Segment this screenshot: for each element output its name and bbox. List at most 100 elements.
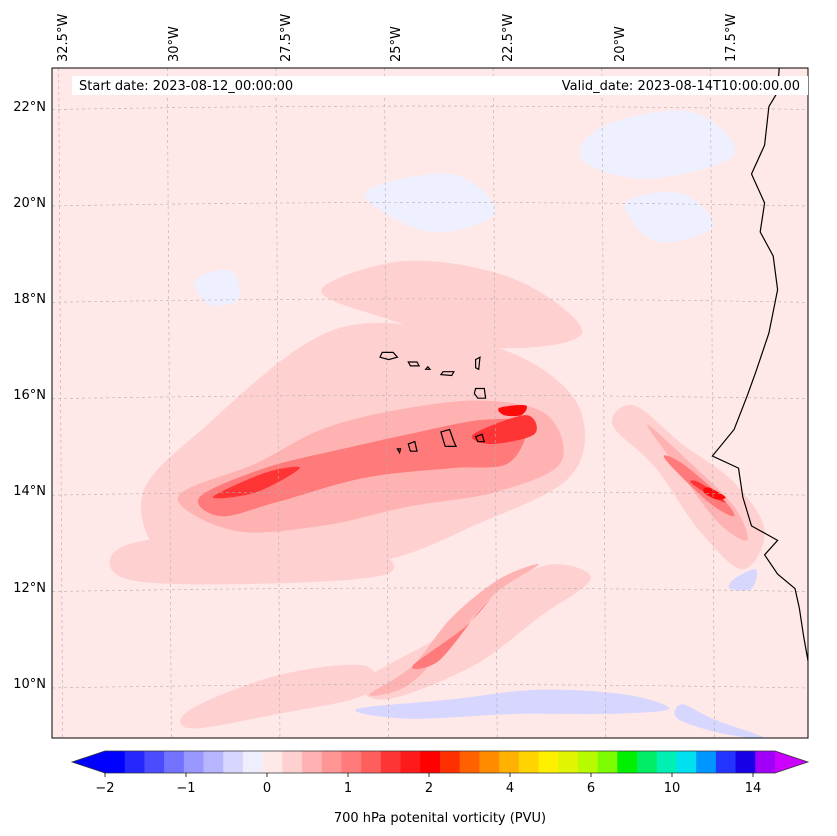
colorbar-segment-13 (361, 751, 382, 773)
colorbar-over-arrow (775, 751, 808, 773)
coastlines (379, 68, 808, 662)
info-box (72, 76, 808, 95)
colorbar-segment-29 (676, 751, 697, 773)
cb-tick-label: 14 (745, 781, 762, 796)
colorbar-segment-26 (617, 751, 638, 773)
lat-label: 20°N (13, 196, 46, 211)
colorbar-segment-5 (203, 751, 224, 773)
pv-contour-pv_peak-15 (498, 405, 527, 417)
colorbar-segment-18 (459, 751, 481, 773)
latitude-tick-labels: 22°N 20°N 18°N 16°N 14°N 12°N 10°N (13, 100, 46, 692)
colorbar-ticks (104, 773, 754, 777)
colorbar-segment-15 (400, 751, 421, 773)
lon-label: 25°W (389, 26, 404, 62)
valid-date-label: Valid_date: 2023-08-14T10:00:00.00 (562, 79, 800, 94)
cape-verde-island-1 (407, 361, 421, 367)
lon-label: 22.5°W (501, 14, 516, 62)
meridian-line-4 (492, 68, 498, 738)
colorbar-segment-7 (242, 751, 264, 773)
lat-label: 16°N (13, 388, 46, 403)
pv-contour-pv_max-13 (472, 415, 537, 444)
lon-label: 17.5°W (724, 14, 739, 62)
cape-verde-island-5 (473, 387, 487, 399)
negative-pv-region-0 (355, 689, 670, 719)
negative-pv-region-5 (624, 191, 714, 243)
colorbar-segment-20 (499, 751, 520, 773)
meridian-line-5 (601, 68, 607, 738)
colorbar-segment-22 (538, 751, 559, 773)
lon-label: 20°W (613, 26, 628, 62)
cb-tick-label: −1 (176, 781, 195, 796)
pv-contour-pv_low-1 (321, 260, 583, 349)
cape-verde-island-8 (396, 448, 402, 455)
meridian-line-0 (58, 68, 63, 738)
colorbar-segment-10 (302, 751, 323, 773)
colorbar-segment-32 (735, 751, 756, 773)
lon-label: 27.5°W (279, 14, 294, 62)
colorbar-segment-0 (105, 751, 126, 773)
lat-label: 22°N (13, 100, 46, 115)
cape-verde-island-9 (474, 433, 486, 443)
cb-tick-label: 4 (506, 781, 514, 796)
colorbar-segment-16 (420, 751, 441, 773)
cb-tick-label: 1 (344, 781, 352, 796)
cb-tick-label: 0 (263, 781, 271, 796)
pv-contour-pv_max-12 (212, 466, 300, 499)
negative-pv-region-2 (728, 569, 758, 591)
colorbar-segment-19 (479, 751, 500, 773)
colorbar-segment-3 (164, 751, 185, 773)
pv-contour-pv_low-5 (180, 664, 376, 729)
colorbar-segment-33 (755, 751, 776, 773)
cape-verde-island-6 (440, 428, 458, 447)
pv-contour-pv_low-2 (109, 530, 395, 585)
colorbar-segment-27 (637, 751, 658, 773)
negative-pv-region-3 (579, 110, 736, 179)
negative-pv-region-4 (364, 173, 496, 233)
graticule-lines (52, 68, 808, 738)
colorbar-segment-21 (518, 751, 540, 773)
colorbar-segment-23 (558, 751, 579, 773)
start-date-label: Start date: 2023-08-12_00:00:00 (79, 79, 293, 94)
colorbar: −2 −1 0 1 2 4 6 10 14 700 hPa potenital … (70, 750, 810, 826)
colorbar-segments (105, 751, 776, 773)
negative-pv-region-1 (674, 704, 765, 738)
colorbar-segment-4 (183, 751, 205, 773)
colorbar-segment-2 (144, 751, 165, 773)
parallel-line-4 (52, 491, 808, 496)
colorbar-segment-8 (262, 751, 283, 773)
lat-label: 10°N (13, 677, 46, 692)
cape-verde-island-2 (424, 365, 432, 370)
colorbar-segment-11 (321, 751, 343, 773)
cape-verde-island-4 (475, 356, 481, 371)
colorbar-segment-6 (223, 751, 244, 773)
colorbar-segment-31 (715, 751, 737, 773)
pv-contour-pv_mid-7 (369, 564, 539, 696)
meridian-line-6 (710, 68, 715, 738)
lat-label: 12°N (13, 581, 46, 596)
pv-contour-layers (109, 110, 765, 738)
cb-tick-label: 10 (664, 781, 681, 796)
colorbar-segment-24 (577, 751, 599, 773)
meridian-line-3 (384, 68, 389, 738)
cape-verde-island-3 (439, 371, 455, 377)
parallel-line-1 (52, 202, 808, 207)
colorbar-segment-17 (440, 751, 461, 773)
colorbar-segment-30 (696, 751, 717, 773)
cb-tick-label: 2 (425, 781, 433, 796)
colorbar-segment-28 (656, 751, 678, 773)
lat-label: 14°N (13, 484, 46, 499)
longitude-tick-labels: 32.5°W 30°W 27.5°W 25°W 22.5°W 20°W 17.5… (56, 14, 739, 62)
colorbar-segment-12 (341, 751, 362, 773)
pv-contour-pv_high-10 (411, 597, 492, 669)
colorbar-segment-25 (597, 751, 618, 773)
meridian-line-1 (167, 68, 172, 738)
colorbar-under-arrow (72, 751, 105, 773)
parallel-line-0 (52, 105, 808, 110)
cape-verde-island-7 (407, 440, 418, 452)
colorbar-segment-9 (282, 751, 303, 773)
colorbar-segment-14 (380, 751, 402, 773)
cb-tick-label: 6 (587, 781, 595, 796)
parallel-line-5 (52, 587, 808, 592)
map-frame (51, 67, 809, 739)
